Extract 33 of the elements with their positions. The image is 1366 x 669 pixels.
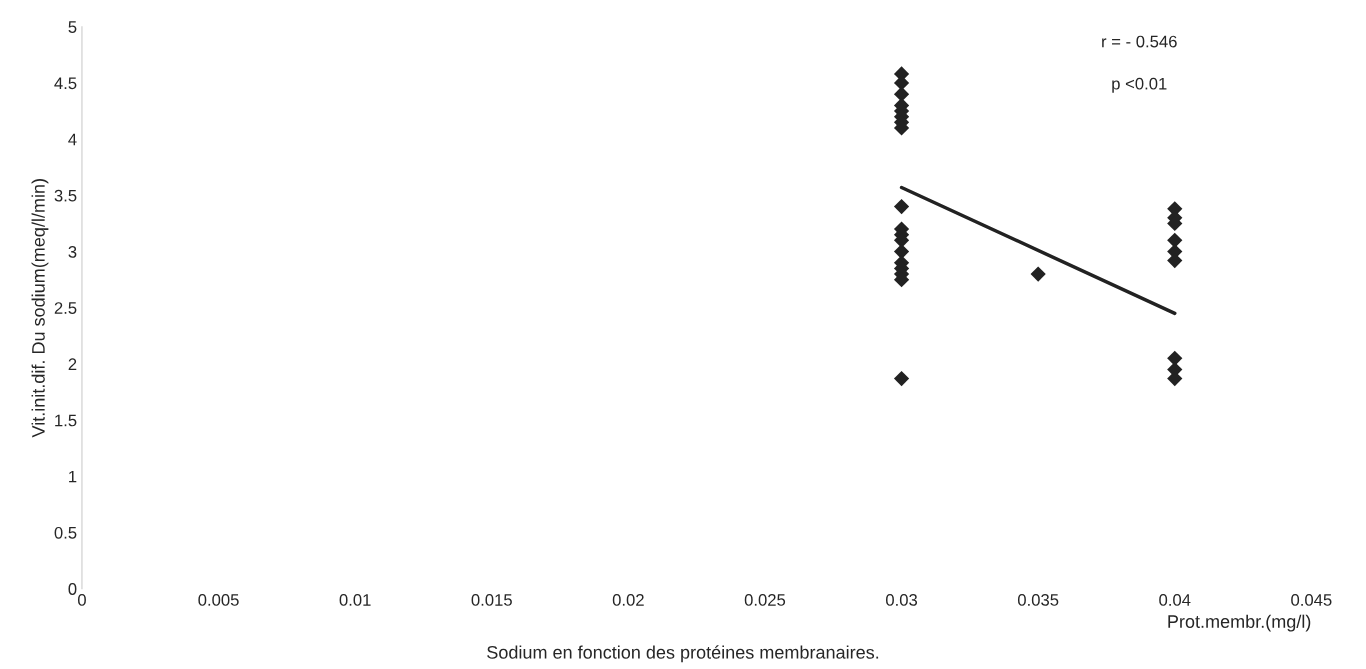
point — [893, 86, 910, 102]
point — [1167, 350, 1183, 366]
x-tick-label: 0.01 — [339, 594, 371, 606]
y-tick-label: 2 — [68, 358, 77, 370]
annotation: r = - 0.546 — [1102, 35, 1177, 48]
point — [1030, 266, 1046, 282]
point — [893, 243, 910, 260]
y-tick-label: 1.5 — [55, 414, 77, 427]
x-tick-label: 0.005 — [198, 594, 239, 606]
x-tick-label: 0.035 — [1017, 594, 1059, 606]
y-axis-title: Vit.init.dif. Du sodium(meq/l/min) — [31, 179, 49, 438]
x-tick-label: 0.045 — [1291, 594, 1332, 606]
x-axis-title: Prot.membr.(mg/l) — [1168, 614, 1311, 632]
y-tick-label: 0 — [68, 583, 77, 595]
point — [1167, 232, 1183, 248]
y-tick-label: 4 — [68, 133, 77, 146]
y-tick-label: 1 — [69, 470, 77, 483]
point — [893, 198, 910, 215]
y-tick-label: 2.5 — [54, 302, 77, 314]
annotation: p <0.01 — [1112, 77, 1167, 93]
x-tick-label: 0.02 — [612, 594, 644, 606]
point — [893, 370, 910, 387]
x-tick-label: 0.025 — [744, 594, 786, 606]
y-tick-label: 3.5 — [54, 189, 77, 202]
text: Sodium en fonction des protéines membranaires. — [487, 645, 879, 663]
x-tick-label: 0.04 — [1159, 594, 1191, 606]
y-tick-label: 5 — [68, 21, 77, 33]
x-tick-label: 0.015 — [471, 594, 512, 606]
y-tick-label: 0.5 — [54, 526, 77, 539]
y-tick-label: 3 — [68, 245, 77, 258]
x-tick-label: 0 — [77, 594, 86, 606]
x-tick-label: 0.03 — [885, 594, 918, 606]
y-tick-label: 4.5 — [54, 77, 77, 90]
